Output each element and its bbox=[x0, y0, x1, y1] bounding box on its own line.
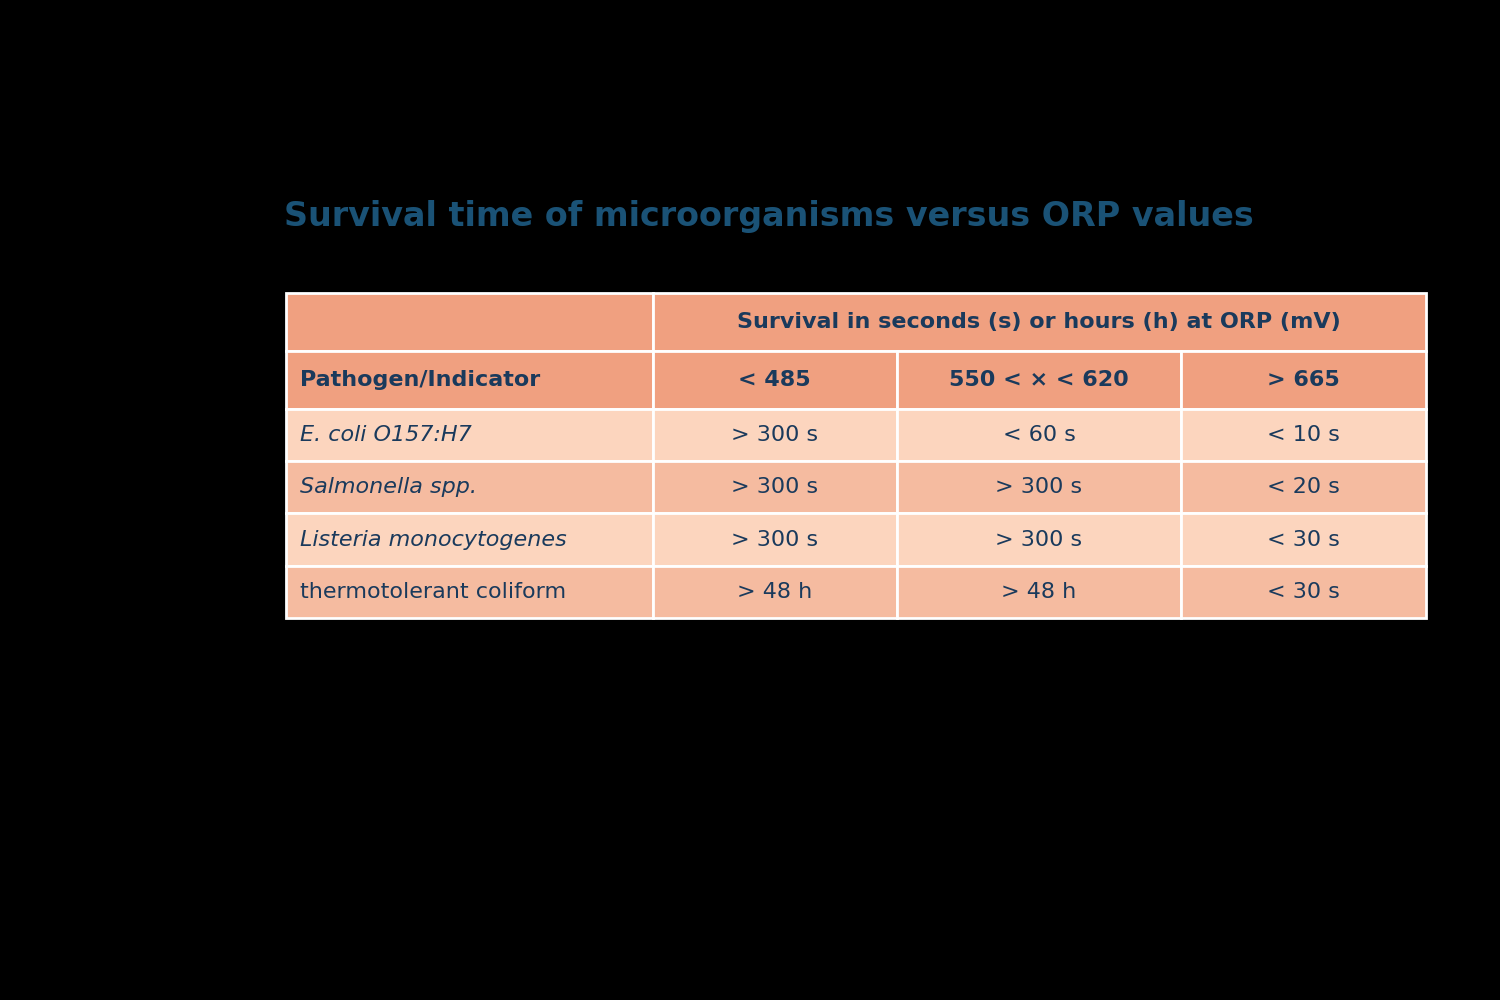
Text: > 300 s: > 300 s bbox=[996, 477, 1083, 497]
FancyBboxPatch shape bbox=[652, 566, 897, 618]
Text: > 48 h: > 48 h bbox=[736, 582, 812, 602]
Text: E. coli O157:H7: E. coli O157:H7 bbox=[300, 425, 472, 445]
FancyBboxPatch shape bbox=[286, 461, 652, 513]
FancyBboxPatch shape bbox=[652, 513, 897, 566]
Text: < 485: < 485 bbox=[738, 370, 812, 390]
Text: > 300 s: > 300 s bbox=[730, 530, 818, 550]
FancyBboxPatch shape bbox=[1182, 566, 1425, 618]
Text: < 30 s: < 30 s bbox=[1268, 582, 1340, 602]
Text: Salmonella spp.: Salmonella spp. bbox=[300, 477, 477, 497]
Text: Listeria monocytogenes: Listeria monocytogenes bbox=[300, 530, 567, 550]
FancyBboxPatch shape bbox=[652, 461, 897, 513]
FancyBboxPatch shape bbox=[286, 351, 652, 409]
Text: < 10 s: < 10 s bbox=[1268, 425, 1340, 445]
FancyBboxPatch shape bbox=[1182, 513, 1425, 566]
FancyBboxPatch shape bbox=[286, 513, 652, 566]
Text: Survival time of microorganisms versus ORP values: Survival time of microorganisms versus O… bbox=[284, 200, 1254, 233]
Text: > 300 s: > 300 s bbox=[996, 530, 1083, 550]
Text: thermotolerant coliform: thermotolerant coliform bbox=[300, 582, 567, 602]
FancyBboxPatch shape bbox=[652, 351, 897, 409]
FancyBboxPatch shape bbox=[652, 409, 897, 461]
FancyBboxPatch shape bbox=[1182, 461, 1425, 513]
FancyBboxPatch shape bbox=[652, 293, 1425, 351]
Text: < 20 s: < 20 s bbox=[1268, 477, 1340, 497]
Text: Survival in seconds (s) or hours (h) at ORP (mV): Survival in seconds (s) or hours (h) at … bbox=[736, 312, 1341, 332]
FancyBboxPatch shape bbox=[897, 409, 1182, 461]
FancyBboxPatch shape bbox=[286, 566, 652, 618]
Text: > 300 s: > 300 s bbox=[730, 477, 818, 497]
FancyBboxPatch shape bbox=[897, 461, 1182, 513]
Text: > 665: > 665 bbox=[1268, 370, 1340, 390]
FancyBboxPatch shape bbox=[1182, 409, 1425, 461]
Text: 550 < × < 620: 550 < × < 620 bbox=[950, 370, 1130, 390]
Text: < 30 s: < 30 s bbox=[1268, 530, 1340, 550]
Text: < 60 s: < 60 s bbox=[1002, 425, 1076, 445]
FancyBboxPatch shape bbox=[897, 351, 1182, 409]
Text: > 48 h: > 48 h bbox=[1002, 582, 1077, 602]
FancyBboxPatch shape bbox=[897, 566, 1182, 618]
FancyBboxPatch shape bbox=[286, 293, 652, 351]
Text: Pathogen/Indicator: Pathogen/Indicator bbox=[300, 370, 540, 390]
FancyBboxPatch shape bbox=[897, 513, 1182, 566]
Text: > 300 s: > 300 s bbox=[730, 425, 818, 445]
FancyBboxPatch shape bbox=[286, 409, 652, 461]
FancyBboxPatch shape bbox=[1182, 351, 1425, 409]
